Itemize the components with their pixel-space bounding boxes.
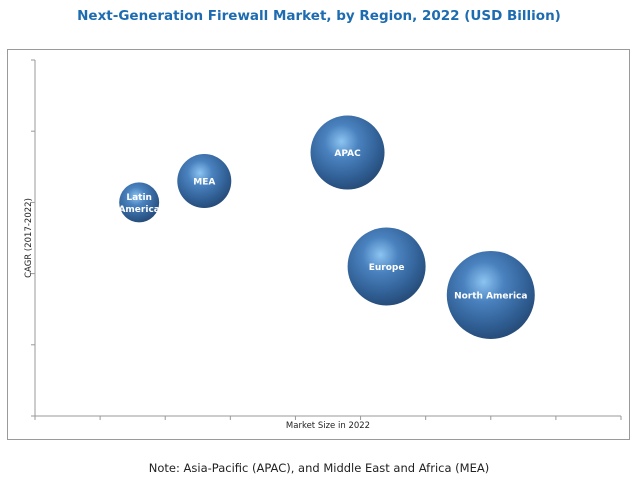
bubble-label: Latin [126,193,152,203]
bubble-mark [310,115,385,190]
bubble-apac: APAC [310,115,385,190]
bubble-label: North America [454,291,527,301]
x-axis-label: Market Size in 2022 [286,421,370,431]
bubble-europe: Europe [347,227,426,306]
bubble-label: Europe [369,263,405,273]
bubble-mark [177,154,232,209]
chart-title: Next-Generation Firewall Market, by Regi… [77,8,561,24]
bubble-mark [446,250,535,339]
bubble-mark [119,182,160,223]
bubble-label: APAC [334,149,361,159]
bubble-mea: MEA [177,154,232,209]
bubble-north-america: North America [446,250,535,339]
bubble-label: America [118,205,159,215]
bubble-label: MEA [193,178,215,188]
bubble-mark [347,227,426,306]
y-axis-label: CAGR (2017-2022) [24,198,34,278]
bubble-latin-america: Latin America [118,182,160,223]
footnote: Note: Asia-Pacific (APAC), and Middle Ea… [148,461,490,475]
chart-frame [7,49,630,440]
